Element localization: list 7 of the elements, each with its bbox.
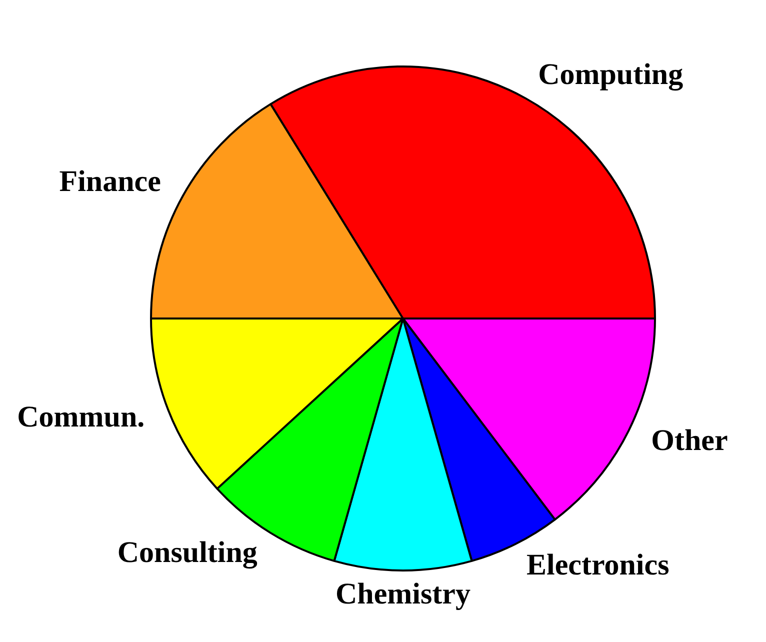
slice-label: Other bbox=[651, 424, 728, 457]
slice-label: Commun. bbox=[17, 400, 145, 434]
slice-label: Finance bbox=[59, 165, 161, 198]
slice-label: Chemistry bbox=[336, 577, 470, 610]
slice-label: Computing bbox=[538, 58, 684, 92]
slice-label: Electronics bbox=[526, 548, 670, 582]
slice-label: Consulting bbox=[117, 536, 258, 570]
